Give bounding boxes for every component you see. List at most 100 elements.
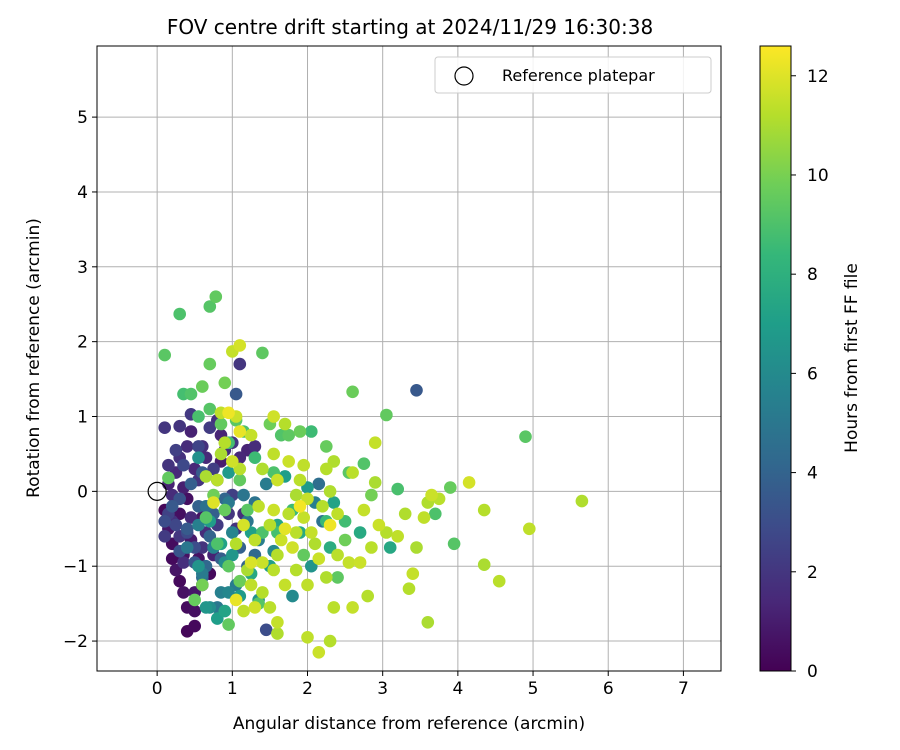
data-point: [184, 477, 198, 491]
legend-entry: Reference platepar: [502, 66, 655, 85]
data-point: [203, 300, 217, 313]
data-point: [158, 530, 171, 543]
data-point: [241, 503, 254, 517]
data-point: [305, 425, 318, 438]
data-point: [353, 526, 367, 539]
data-point: [214, 447, 228, 461]
data-point: [192, 559, 205, 573]
x-axis-label: Angular distance from reference (arcmin): [233, 714, 585, 734]
legend: Reference platepar: [434, 56, 712, 94]
data-point: [282, 428, 296, 442]
data-point: [398, 507, 412, 521]
data-point: [346, 466, 359, 479]
y-tick-label: 0: [77, 482, 88, 502]
data-point: [203, 421, 217, 435]
data-point: [421, 616, 435, 629]
data-point: [380, 408, 393, 422]
data-point: [402, 582, 416, 595]
data-point: [158, 348, 171, 362]
data-point: [199, 511, 213, 524]
data-point: [218, 376, 232, 390]
data-point: [297, 458, 311, 472]
data-point: [305, 526, 318, 539]
data-point: [308, 537, 322, 551]
data-point: [320, 440, 333, 453]
chart-title: FOV centre drift starting at 2024/11/29 …: [167, 15, 653, 39]
data-point: [368, 476, 382, 489]
data-point: [477, 503, 491, 517]
y-axis-label: Rotation from reference (arcmin): [24, 218, 44, 498]
data-point: [312, 552, 326, 565]
data-point: [278, 578, 292, 592]
data-point: [248, 601, 262, 614]
data-point: [226, 526, 239, 539]
data-point: [233, 425, 247, 438]
y-axis-ticks: −2 −1 0 1 2 3 4 5: [63, 108, 97, 652]
data-point: [293, 425, 307, 438]
y-tick-label: −2: [63, 632, 88, 652]
data-point: [297, 548, 311, 562]
data-point: [218, 503, 232, 517]
data-point: [256, 586, 269, 599]
x-tick-label: 3: [377, 679, 388, 699]
data-point: [233, 357, 247, 371]
data-point: [282, 507, 296, 521]
data-point: [196, 380, 209, 393]
data-point: [327, 601, 341, 614]
data-point: [180, 522, 194, 536]
data-point: [267, 563, 281, 577]
data-point: [320, 571, 333, 584]
data-point: [274, 533, 288, 547]
data-point: [177, 586, 190, 599]
data-point: [263, 601, 277, 614]
data-point: [158, 515, 171, 528]
data-point: [383, 541, 397, 554]
data-point: [192, 440, 205, 453]
data-point: [267, 447, 281, 461]
colorbar-tick-label: 0: [807, 662, 818, 682]
colorbar-tick-label: 4: [807, 464, 818, 484]
data-point: [346, 601, 359, 614]
x-tick-label: 1: [227, 679, 238, 699]
data-point: [477, 558, 491, 571]
data-point: [211, 537, 224, 551]
data-point: [320, 462, 333, 476]
data-point: [209, 290, 223, 304]
x-tick-label: 2: [302, 679, 313, 699]
data-point: [229, 387, 243, 401]
data-point: [417, 511, 431, 524]
data-point: [237, 518, 250, 532]
data-point: [271, 473, 284, 487]
data-point: [237, 604, 250, 618]
colorbar-tick-label: 12: [807, 67, 829, 87]
y-tick-label: 4: [77, 183, 88, 203]
data-point: [523, 522, 536, 536]
data-point: [203, 357, 217, 371]
data-point: [429, 507, 442, 521]
data-point: [229, 537, 243, 551]
colorbar-label: Hours from first FF file: [842, 263, 862, 453]
y-tick-label: 3: [77, 258, 88, 278]
data-point: [410, 541, 423, 554]
data-point: [199, 470, 213, 483]
data-point: [173, 307, 186, 321]
data-point: [162, 458, 175, 472]
legend-box: [434, 56, 712, 94]
data-point: [410, 384, 423, 397]
data-point: [248, 451, 262, 465]
data-point: [229, 593, 243, 607]
data-point: [406, 567, 420, 580]
data-point: [192, 410, 205, 423]
data-point: [289, 526, 303, 539]
data-point: [259, 623, 273, 637]
data-point: [222, 466, 235, 479]
data-point: [327, 496, 341, 509]
data-point: [263, 518, 277, 532]
data-point: [188, 604, 201, 618]
data-point: [177, 556, 190, 569]
data-point: [289, 563, 303, 577]
data-point: [447, 537, 461, 551]
data-point: [252, 500, 265, 513]
data-point: [361, 589, 375, 603]
